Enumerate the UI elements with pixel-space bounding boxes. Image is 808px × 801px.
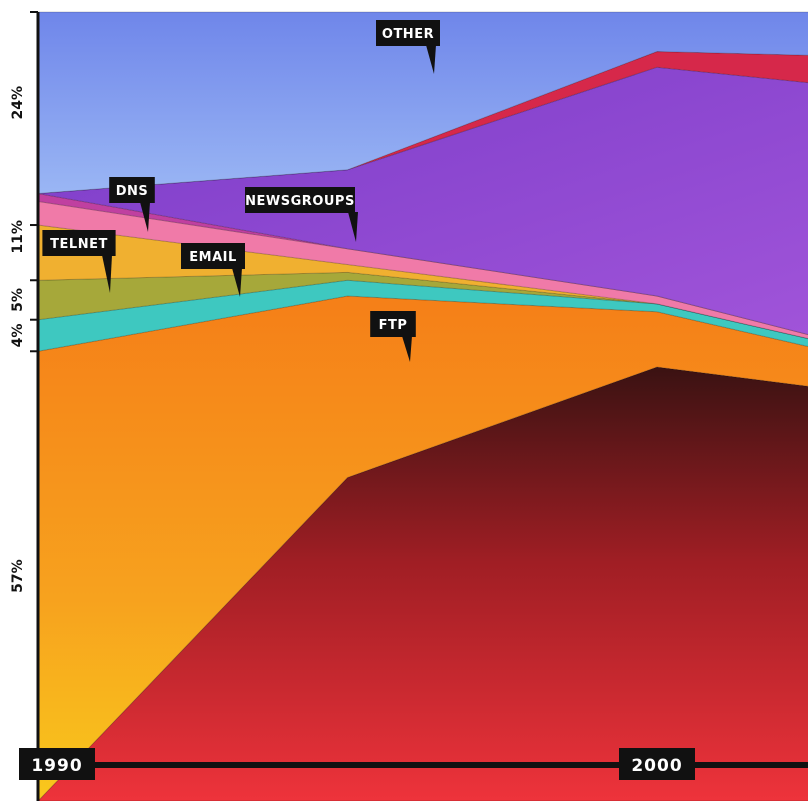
y-tick-label: 4% [10, 324, 26, 348]
callout-pointer [402, 336, 412, 362]
area-dns [37, 192, 808, 336]
callout-telnet: TELNET [42, 230, 116, 293]
callout-dns: DNS [109, 177, 155, 232]
callout-box [245, 187, 355, 213]
series-label: NEWSGROUPS [245, 194, 355, 209]
series-label: EMAIL [189, 250, 237, 265]
year-box [619, 748, 695, 780]
callout-box [42, 230, 116, 256]
callout-pointer [426, 45, 436, 74]
x-tick-label: 2000 [631, 756, 682, 776]
callout-newsgroups: NEWSGROUPS [245, 187, 358, 242]
y-tick-label: 57% [10, 559, 26, 593]
callout-box [181, 243, 245, 269]
series-label: TELNET [50, 237, 108, 252]
series-label: FTP [379, 318, 408, 333]
callout-pointer [140, 202, 150, 232]
series-label: OTHER [382, 27, 434, 42]
callout-ftp: FTP [370, 311, 416, 362]
series-label: DNS [116, 184, 149, 199]
callout-box [109, 177, 155, 203]
callout-pointer [232, 268, 242, 297]
axis-panel [0, 0, 38, 801]
y-tick-label: 11% [10, 220, 26, 254]
callout-pointer [102, 255, 112, 293]
callout-pointer [348, 212, 358, 242]
y-tick-label: 24% [10, 86, 26, 120]
x-tick-label: 1990 [31, 756, 82, 776]
callout-email: EMAIL [181, 243, 245, 297]
area-email [37, 279, 808, 352]
callout-other: OTHER [376, 20, 440, 74]
callout-box [376, 20, 440, 46]
y-tick-label: 5% [10, 288, 26, 312]
year-box [19, 748, 95, 780]
callout-box [370, 311, 416, 337]
area-series-0 [37, 366, 808, 801]
